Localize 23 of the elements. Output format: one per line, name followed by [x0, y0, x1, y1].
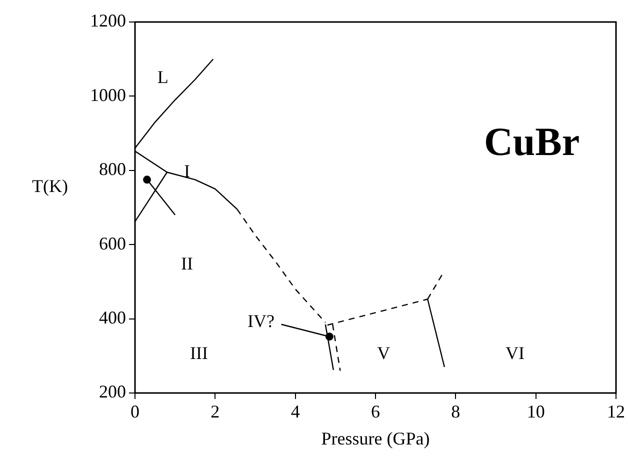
y-axis-title: T(K)	[32, 176, 68, 196]
x-tick-label: 8	[451, 402, 460, 422]
y-tick-label: 400	[99, 308, 126, 328]
y-tick-label: 1000	[90, 84, 126, 105]
x-tick-label: 0	[130, 402, 140, 422]
x-tick-label: 2	[210, 402, 220, 422]
annotation: II	[180, 254, 193, 274]
annotation: VI	[505, 342, 524, 363]
annotation: L	[157, 67, 168, 88]
y-tick-label: 1200	[90, 10, 126, 31]
annotation: III	[190, 342, 208, 363]
x-tick-label: 4	[290, 402, 300, 422]
annotation: CuBr	[484, 118, 580, 164]
x-tick-label: 6	[371, 402, 380, 422]
x-axis-title: Pressure (GPa)	[321, 428, 430, 449]
annotation: I	[184, 160, 190, 181]
annotation: V	[377, 342, 390, 363]
y-tick-label: 200	[99, 382, 126, 402]
x-tick-label: 12	[607, 402, 625, 422]
x-tick-label: 10	[526, 402, 545, 422]
y-tick-label: 600	[99, 233, 126, 254]
annotation: IV?	[248, 311, 275, 332]
y-tick-label: 800	[99, 159, 126, 180]
